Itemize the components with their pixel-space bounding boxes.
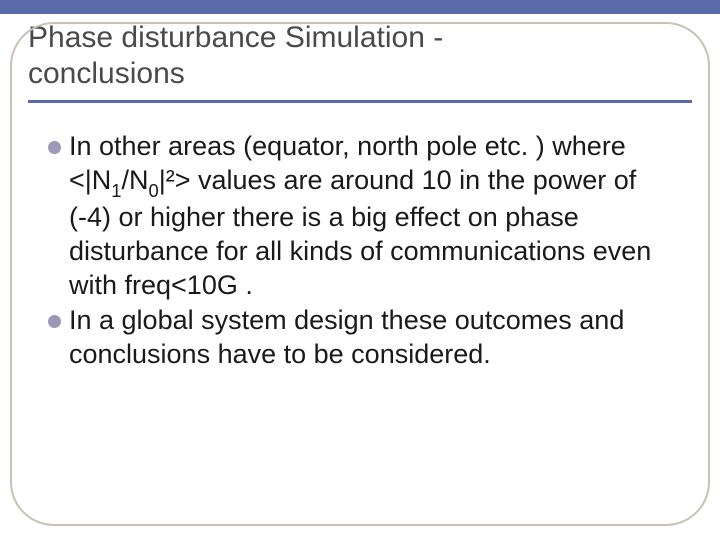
subscript: 0 xyxy=(149,180,159,201)
title-area: Phase disturbance Simulation - conclusio… xyxy=(28,20,692,103)
content-area: In other areas (equator, north pole etc.… xyxy=(48,130,680,374)
bullet-icon xyxy=(48,315,61,328)
bullet-item: In other areas (equator, north pole etc.… xyxy=(48,130,680,302)
text-fragment: In a global system design these outcomes… xyxy=(69,305,624,369)
title-line-1: Phase disturbance Simulation - xyxy=(28,21,443,54)
title-underline xyxy=(28,100,692,103)
text-fragment: /N xyxy=(122,165,149,195)
subscript: 1 xyxy=(111,180,121,201)
bullet-item: In a global system design these outcomes… xyxy=(48,304,680,372)
title-line-2: conclusions xyxy=(28,57,185,90)
bullet-text: In a global system design these outcomes… xyxy=(69,304,680,372)
header-band xyxy=(0,0,720,14)
bullet-icon xyxy=(48,141,61,154)
bullet-text: In other areas (equator, north pole etc.… xyxy=(69,130,680,302)
slide-title: Phase disturbance Simulation - conclusio… xyxy=(28,20,692,92)
